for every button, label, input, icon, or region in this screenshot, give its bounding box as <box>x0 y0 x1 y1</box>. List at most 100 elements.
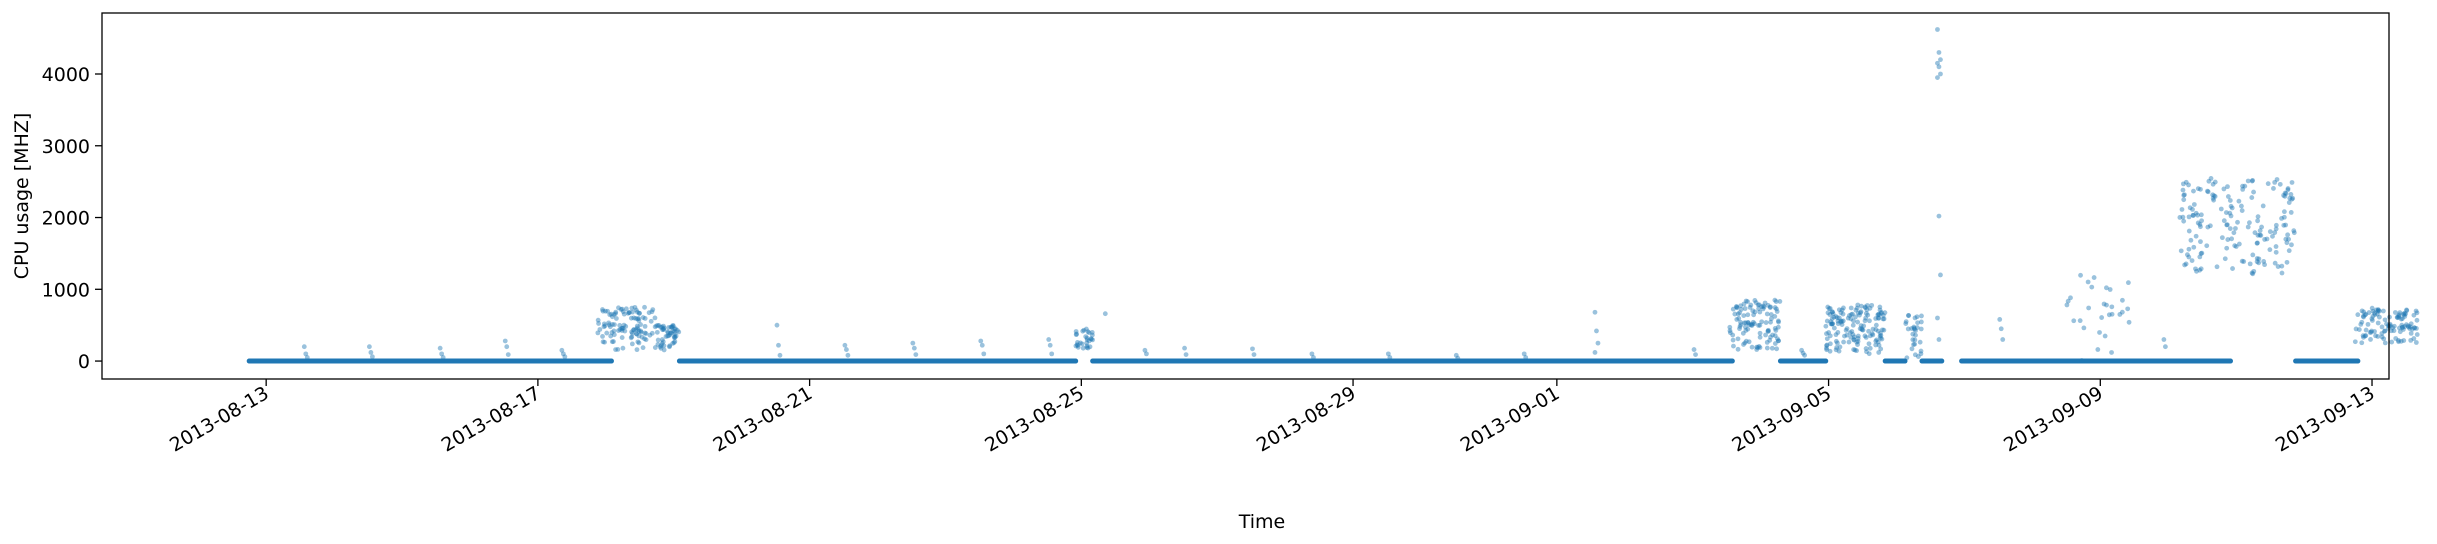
data-point <box>671 340 677 346</box>
data-point <box>2242 183 2248 189</box>
data-point <box>2401 327 2406 332</box>
data-point <box>623 306 629 312</box>
x-tick-label: 2013-09-01 <box>1457 382 1564 456</box>
data-point <box>2372 312 2378 318</box>
data-point <box>635 325 640 331</box>
data-point <box>1827 306 1833 311</box>
data-point <box>1081 327 1087 333</box>
data-point <box>659 341 665 346</box>
data-point <box>2225 194 2231 199</box>
data-point <box>2198 266 2204 272</box>
data-point <box>2396 339 2402 345</box>
data-point <box>1912 337 1918 343</box>
data-point <box>642 304 647 310</box>
data-point <box>2198 212 2204 218</box>
data-point <box>1831 325 1837 331</box>
data-point <box>2182 192 2187 198</box>
data-point <box>2389 339 2395 345</box>
data-point <box>2079 358 2085 363</box>
data-point <box>1855 342 1860 347</box>
data-point <box>2382 340 2388 346</box>
data-point <box>1917 339 1923 345</box>
data-point <box>2229 236 2235 242</box>
data-point <box>1745 320 1751 326</box>
data-point <box>621 311 627 317</box>
data-point <box>654 329 660 335</box>
data-point <box>979 342 985 348</box>
data-point <box>1876 342 1882 348</box>
data-point <box>1824 342 1830 348</box>
data-point <box>1854 348 1859 354</box>
data-point <box>1835 321 1841 327</box>
data-point <box>2397 329 2403 335</box>
data-point <box>626 310 632 315</box>
data-point <box>981 351 987 357</box>
data-point <box>2086 305 2092 311</box>
data-point <box>1836 315 1842 321</box>
data-point <box>1906 313 1911 318</box>
data-point <box>2199 250 2205 256</box>
data-point <box>1862 318 1868 324</box>
data-point <box>2193 210 2199 216</box>
data-point <box>634 347 640 353</box>
data-point <box>1876 315 1882 321</box>
data-point <box>1747 304 1753 310</box>
data-point <box>613 347 618 353</box>
data-point <box>661 323 666 329</box>
data-point <box>1855 333 1861 339</box>
data-point <box>911 345 917 351</box>
data-point <box>1904 355 1910 361</box>
data-point <box>1903 319 1909 325</box>
data-point <box>633 331 639 337</box>
data-point <box>2369 305 2375 311</box>
data-point <box>369 354 375 360</box>
data-point <box>1592 350 1598 355</box>
data-point <box>2179 207 2185 212</box>
data-point <box>1879 327 1885 333</box>
data-point <box>1737 310 1743 316</box>
data-point <box>1732 311 1738 317</box>
data-point <box>2284 259 2290 265</box>
data-point <box>2197 222 2203 227</box>
data-point <box>636 316 642 321</box>
data-point <box>978 338 984 344</box>
data-point <box>2229 205 2235 211</box>
data-point <box>366 344 372 350</box>
data-point <box>630 330 635 336</box>
data-point <box>1768 316 1774 322</box>
data-point <box>1867 318 1872 324</box>
data-point <box>2085 279 2091 285</box>
data-point <box>1751 312 1757 318</box>
data-point <box>2380 308 2386 314</box>
data-point <box>1730 332 1736 338</box>
data-point <box>1825 310 1831 316</box>
data-point <box>2225 237 2231 242</box>
data-point <box>2183 261 2189 267</box>
data-point <box>1875 339 1881 345</box>
data-point <box>1772 333 1778 339</box>
data-point <box>1860 327 1866 333</box>
data-point <box>608 311 614 317</box>
data-point <box>1757 330 1763 336</box>
data-point <box>1906 313 1911 318</box>
data-point <box>2404 308 2410 313</box>
data-point <box>1863 311 1869 316</box>
data-point <box>2404 307 2409 313</box>
data-point <box>2259 224 2264 230</box>
data-point <box>2210 192 2216 198</box>
data-point <box>2284 240 2290 246</box>
y-tick-label: 3000 <box>42 136 90 158</box>
data-point <box>1829 321 1835 327</box>
data-point <box>1755 302 1761 308</box>
data-point <box>2095 347 2101 352</box>
data-point <box>2198 224 2203 230</box>
data-point <box>1592 309 1598 315</box>
data-point <box>2211 197 2217 203</box>
data-point <box>2281 209 2287 215</box>
data-point <box>2403 311 2409 317</box>
data-point <box>643 331 649 336</box>
data-point <box>2181 192 2187 198</box>
data-point <box>776 342 781 348</box>
data-point <box>1843 327 1849 333</box>
data-point <box>2375 320 2381 326</box>
